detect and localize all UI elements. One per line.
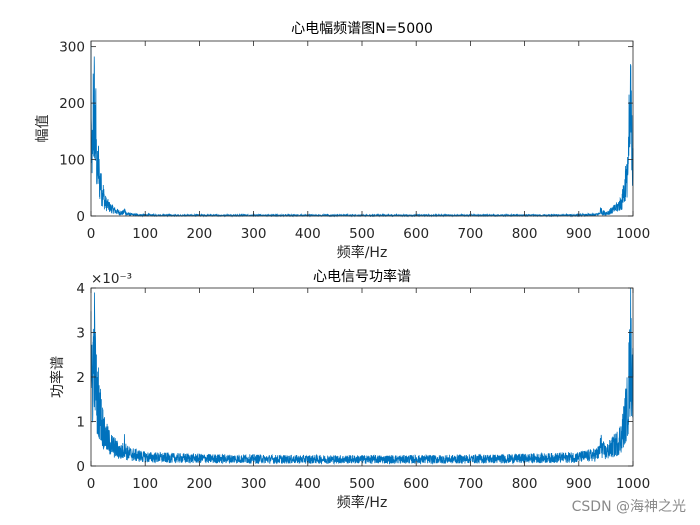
y-tick-label: 100 [59,153,85,169]
x-tick-label: 0 [87,476,96,492]
axes-frame-1 [90,40,634,217]
x-tick-label: 900 [566,476,592,492]
x-tick-label: 400 [295,226,321,242]
x-tick-label: 1000 [616,476,650,492]
chart-title-1: 心电幅频谱图N=5000 [291,21,433,37]
y-tick-label: 3 [76,326,85,342]
watermark: CSDN @海神之光 [571,499,686,515]
x-axis-label-1: 频率/Hz [337,244,388,261]
x-tick-label: 400 [295,476,321,492]
x-tick-label: 900 [566,226,592,242]
series-line-1 [90,40,634,218]
x-tick-label: 200 [187,226,213,242]
x-tick-label: 100 [132,476,158,492]
x-tick-label: 600 [403,226,429,242]
y-exponent-label: ×10⁻³ [91,271,132,287]
x-tick-label: 500 [349,476,375,492]
x-axis-label-2: 频率/Hz [337,494,388,511]
x-tick-label: 700 [458,226,484,242]
x-tick-label: 700 [458,476,484,492]
chart-title-2: 心电信号功率谱 [313,268,411,285]
y-tick-label: 0 [76,209,85,225]
y-tick-label: 2 [76,370,85,386]
x-tick-label: 500 [349,226,375,242]
x-tick-label: 1000 [616,226,650,242]
y-axis-label-1: 幅值 [35,115,51,143]
axes-frame-2 [90,287,634,467]
x-tick-label: 800 [512,226,538,242]
x-tick-label: 800 [512,476,538,492]
series-line-2 [90,288,634,465]
x-tick-label: 0 [87,226,96,242]
x-tick-label: 100 [132,226,158,242]
x-tick-label: 300 [241,476,267,492]
x-tick-label: 200 [187,476,213,492]
y-tick-label: 1 [76,415,85,431]
y-tick-label: 0 [76,459,85,475]
y-axis-label-2: 功率谱 [49,356,66,398]
y-tick-label: 4 [76,281,85,297]
x-tick-label: 300 [241,226,267,242]
x-tick-label: 600 [403,476,429,492]
y-tick-label: 200 [59,96,85,112]
y-tick-label: 300 [59,40,85,56]
